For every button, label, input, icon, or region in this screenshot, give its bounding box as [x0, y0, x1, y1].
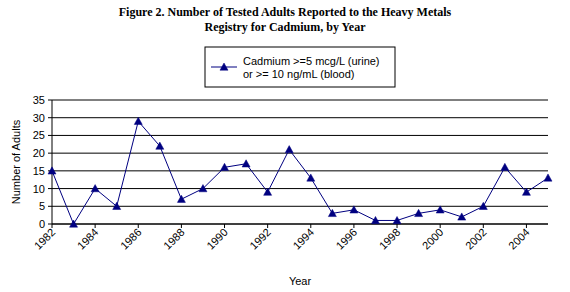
title: Figure 2. Number of Tested Adults Report…	[119, 5, 452, 34]
x-tick	[440, 224, 441, 228]
x-tick-label: 1982	[32, 226, 58, 252]
y-tick	[48, 117, 52, 118]
y-tick-label: 20	[33, 147, 45, 159]
grid-line	[52, 170, 548, 171]
point	[134, 117, 142, 124]
legend-line-text: or >= 10 ng/mL (blood)	[243, 68, 355, 80]
point	[48, 167, 56, 174]
point	[307, 174, 315, 181]
x-tick	[397, 224, 398, 228]
y-tick-label: 15	[33, 165, 45, 177]
point	[177, 195, 185, 202]
y-tick	[48, 153, 52, 154]
x-tick	[181, 224, 182, 228]
legend-marker	[220, 63, 228, 70]
series-line	[52, 121, 548, 224]
point	[415, 209, 423, 216]
point	[221, 163, 229, 170]
grid-line	[52, 117, 548, 118]
point	[479, 202, 487, 209]
y-tick-label: 5	[39, 200, 45, 212]
x-tick-label: 1990	[204, 226, 230, 252]
legend-label: Cadmium >=5 mcg/L (urine)or >= 10 ng/mL …	[243, 55, 380, 80]
point	[264, 188, 272, 195]
y-axis-label: Number of Adults	[10, 119, 22, 204]
x-tick	[224, 224, 225, 228]
y-tick	[48, 188, 52, 189]
x-tick	[526, 224, 527, 228]
point	[371, 216, 379, 223]
x-tick	[95, 224, 96, 228]
x-axis	[52, 224, 548, 225]
x-tick-label: 1984	[75, 226, 101, 252]
point	[522, 188, 530, 195]
point	[113, 202, 121, 209]
point	[242, 160, 250, 167]
x-tick	[267, 224, 268, 228]
x-tick	[138, 224, 139, 228]
x-tick-label: 2002	[463, 226, 489, 252]
x-tick-label: 1988	[161, 226, 187, 252]
legend-box	[205, 47, 395, 87]
x-tick-label: 1992	[247, 226, 273, 252]
x-axis-label: Year	[289, 275, 312, 287]
point	[501, 163, 509, 170]
title-line: Figure 2. Number of Tested Adults Report…	[119, 5, 452, 19]
x-tick	[310, 224, 311, 228]
grid-line	[52, 188, 548, 189]
x-tick-label: 1996	[334, 226, 360, 252]
y-axis	[52, 100, 53, 224]
x-tick-label: 1998	[377, 226, 403, 252]
point	[393, 216, 401, 223]
legend: Cadmium >=5 mcg/L (urine)or >= 10 ng/mL …	[205, 47, 395, 87]
grid-line	[52, 135, 548, 136]
x-tick	[483, 224, 484, 228]
y-tick	[48, 135, 52, 136]
y-tick-label: 25	[33, 129, 45, 141]
grid-line	[52, 206, 548, 207]
x-tick-label: 2004	[506, 226, 532, 252]
x-tick-label: 2000	[420, 226, 446, 252]
point	[199, 185, 207, 192]
x-tick-label: 1994	[290, 226, 316, 252]
point	[350, 206, 358, 213]
point	[70, 220, 78, 227]
point	[436, 206, 444, 213]
x-tick	[52, 224, 53, 228]
point	[156, 142, 164, 149]
x-tick	[353, 224, 354, 228]
plot-area	[48, 117, 552, 227]
y-tick	[48, 100, 52, 101]
point	[328, 209, 336, 216]
y-tick	[48, 224, 52, 225]
point	[544, 174, 552, 181]
grid-line	[52, 153, 548, 154]
y-tick-label: 30	[33, 112, 45, 124]
y-tick-label: 0	[39, 218, 45, 230]
y-tick-label: 35	[33, 94, 45, 106]
y-tick	[48, 206, 52, 207]
title-line: Registry for Cadmium, by Year	[205, 20, 367, 34]
legend-line-text: Cadmium >=5 mcg/L (urine)	[243, 55, 380, 67]
grid-line	[52, 100, 548, 101]
point	[458, 213, 466, 220]
point	[285, 146, 293, 153]
grid-line	[52, 224, 548, 225]
y-tick-label: 10	[33, 183, 45, 195]
x-tick-label: 1986	[118, 226, 144, 252]
chart: Figure 2. Number of Tested Adults Report…	[0, 0, 570, 292]
point	[91, 185, 99, 192]
